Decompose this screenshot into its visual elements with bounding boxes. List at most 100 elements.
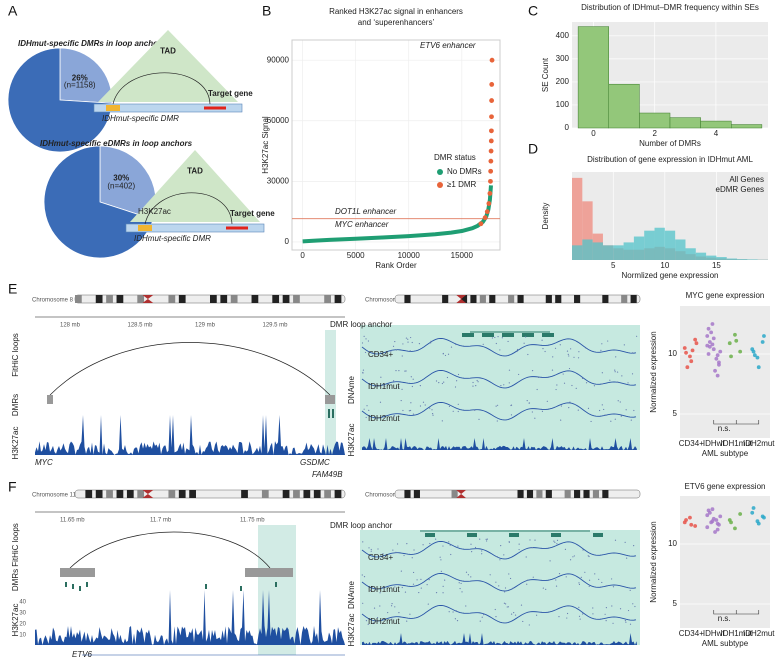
meth-dot [626,557,628,559]
meth-dot [472,385,474,387]
meth-dot [483,614,485,616]
bar [639,112,671,129]
y-tick-label: 200 [556,77,570,86]
x-tick-label: IDH2mut [743,629,775,638]
meth-dot [508,541,510,543]
band [583,490,590,498]
meth-dot [400,570,402,572]
meth-dot [553,540,555,542]
legend-label: All Genes [729,175,764,184]
point [717,360,721,365]
gene-label: ETV6 [72,650,93,658]
meth-curve [361,370,637,389]
meth-dot [474,546,477,549]
point [487,191,493,196]
meth-dot [508,369,511,371]
band [313,490,321,498]
meth-dot [633,545,635,547]
band [602,295,609,303]
meth-dot [614,539,617,541]
meth-dot [569,559,572,561]
chart-title: Ranked H3K27ac signal in enhancers [329,7,463,16]
band [293,295,300,303]
panel-letter: F [8,479,17,495]
point [710,342,715,347]
bar [592,242,603,260]
bar [644,230,655,260]
dmr [240,586,242,591]
point [488,168,494,174]
band [282,490,290,498]
meth-dot [560,419,562,421]
meth-dot [611,605,613,607]
meth-dot [506,606,508,608]
meth-dot [579,618,581,620]
meth-dot [558,573,561,575]
meth-dot [571,384,573,387]
meth-dot [621,375,623,377]
meth-dot [373,622,375,625]
point [488,178,493,184]
meth-dot [395,369,397,372]
highlight [360,530,640,645]
point [713,530,717,534]
meth-dot [564,548,567,550]
meth-dot [556,543,558,545]
meth-dot [612,586,615,588]
meth-dot [390,605,393,607]
bar [706,255,717,260]
legend-key [437,182,443,188]
meth-dot [545,588,547,590]
bar [613,245,624,260]
meth-dot [412,583,415,585]
point [751,349,756,354]
meth-dot [446,376,449,379]
meth-dot [429,407,431,409]
band [116,295,124,303]
anchor-box [325,395,335,404]
meth-dot [419,405,422,407]
chromosome-label: Chromosome 11 [32,493,77,499]
meth-dot [422,544,424,546]
bar [602,245,614,260]
meth-dot [612,622,614,624]
meth-dot [518,543,520,545]
dmr [205,584,207,589]
mark-label: H3K27ac [138,207,171,216]
meth-dot [450,346,453,348]
point [489,82,495,87]
meth-dot [392,549,394,551]
track-label: H3K27ac [11,427,20,460]
band [95,295,103,303]
meth-dot [394,606,396,608]
meth-dot [394,340,396,343]
meth-dot [390,350,392,352]
point [727,341,732,346]
meth-dot [513,612,515,614]
meth-dot [605,585,607,587]
meth-dot [420,578,422,580]
meth-dot [603,408,605,411]
y-tick-label: 60000 [267,116,290,125]
meth-dot [534,417,536,419]
meth-dot [551,369,554,371]
meth-dot [374,587,376,589]
band [282,295,290,303]
band [602,490,609,498]
y-axis-title: H3K27ac Signal [261,116,270,174]
coverage [362,633,637,645]
band [324,295,331,303]
chromosome-label: Chromosome 8 [365,298,407,304]
band [517,490,524,498]
panel-letter: A [8,3,18,19]
meth-dot [427,603,429,605]
meth-dot [362,602,364,604]
plot-bg [680,496,770,628]
dmr-box [138,225,152,231]
x-tick-label: CD34+ [679,629,704,638]
band [564,490,571,498]
meth-dot [458,582,460,584]
y-tick-label: 10 [668,349,677,358]
meth-dot [534,539,536,541]
